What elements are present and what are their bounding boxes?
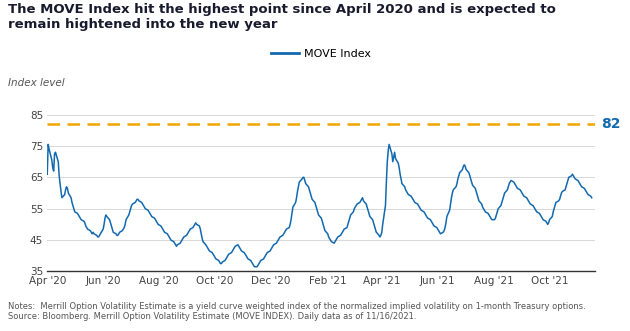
Text: The MOVE Index hit the highest point since April 2020 and is expected to
remain : The MOVE Index hit the highest point sin… xyxy=(8,3,556,31)
Legend: MOVE Index: MOVE Index xyxy=(266,45,376,64)
Text: Index level: Index level xyxy=(8,78,64,88)
Text: 82: 82 xyxy=(601,117,621,131)
Text: Notes:  Merrill Option Volatility Estimate is a yield curve weighted index of th: Notes: Merrill Option Volatility Estimat… xyxy=(8,302,585,321)
